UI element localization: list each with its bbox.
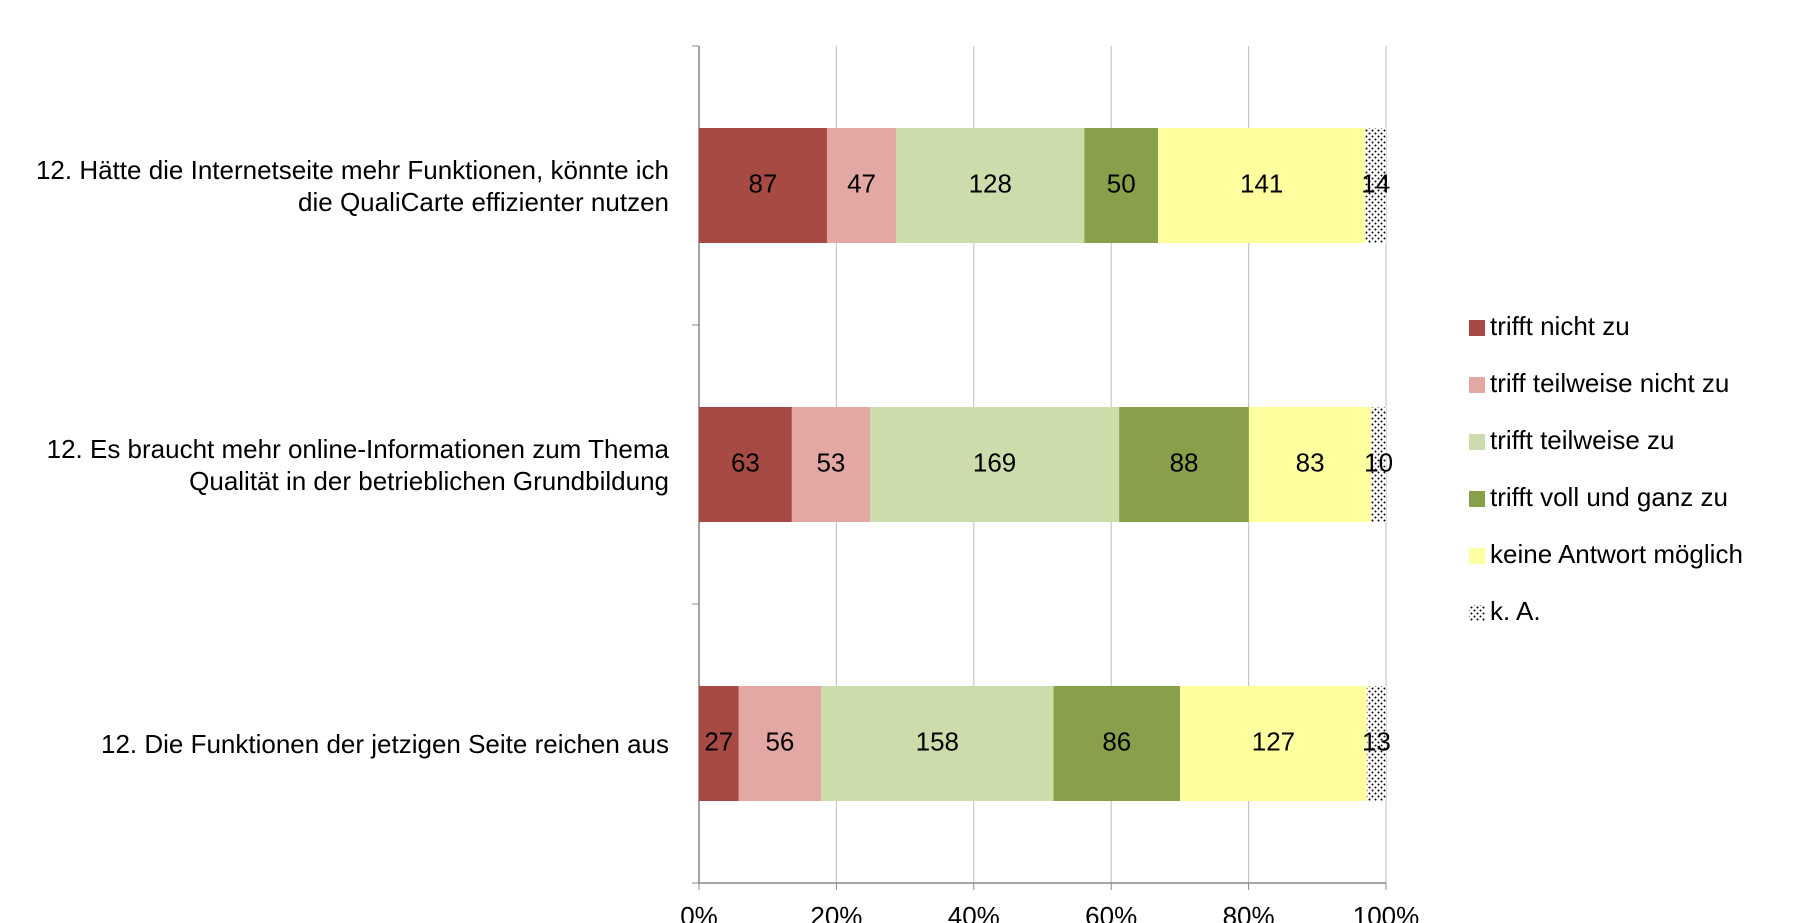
data-label: 169 bbox=[973, 447, 1016, 477]
bar-segment bbox=[699, 686, 739, 801]
data-label: 88 bbox=[1170, 447, 1199, 477]
data-label: 47 bbox=[847, 168, 876, 198]
data-label: 50 bbox=[1107, 168, 1136, 198]
bar-segment bbox=[1084, 128, 1158, 243]
y-tick-label: 12. Die Funktionen der jetzigen Seite re… bbox=[100, 728, 669, 759]
bar-segment bbox=[826, 128, 897, 243]
bar-segment bbox=[870, 407, 1120, 522]
legend-swatch bbox=[1469, 491, 1485, 507]
bar-segment bbox=[699, 128, 827, 243]
x-tick-label: 20% bbox=[810, 901, 862, 923]
data-label: 83 bbox=[1296, 447, 1325, 477]
bar-segment bbox=[1371, 407, 1386, 522]
legend-label: trifft teilweise zu bbox=[1490, 425, 1674, 455]
data-label: 141 bbox=[1240, 168, 1283, 198]
legend-label: keine Antwort möglich bbox=[1490, 539, 1743, 569]
legend-swatch bbox=[1469, 548, 1485, 564]
data-label: 87 bbox=[749, 168, 778, 198]
data-label: 14 bbox=[1361, 168, 1390, 198]
x-tick-label: 40% bbox=[948, 901, 1000, 923]
legend-label: trifft nicht zu bbox=[1490, 311, 1630, 341]
bar-segment bbox=[1157, 128, 1366, 243]
data-label: 56 bbox=[765, 726, 794, 756]
legend-label: trifft voll und ganz zu bbox=[1490, 482, 1728, 512]
legend-label: triff teilweise nicht zu bbox=[1490, 368, 1729, 398]
bar-segment bbox=[791, 407, 871, 522]
legend-swatch bbox=[1469, 320, 1485, 336]
bar-segment bbox=[1366, 686, 1386, 801]
legend-swatch bbox=[1469, 605, 1485, 621]
bar-segment bbox=[821, 686, 1054, 801]
bar-segment bbox=[1365, 128, 1386, 243]
x-tick-label: 80% bbox=[1223, 901, 1275, 923]
bar-segment bbox=[1053, 686, 1181, 801]
bar-segment bbox=[699, 407, 792, 522]
bar-segment bbox=[896, 128, 1085, 243]
data-label: 86 bbox=[1102, 726, 1131, 756]
data-label: 158 bbox=[916, 726, 959, 756]
data-label: 127 bbox=[1252, 726, 1295, 756]
x-tick-label: 60% bbox=[1085, 901, 1137, 923]
data-label: 128 bbox=[969, 168, 1012, 198]
legend-swatch bbox=[1469, 377, 1485, 393]
legend-label: k. A. bbox=[1490, 596, 1541, 626]
bar-segment bbox=[1119, 407, 1249, 522]
x-tick-label: 100% bbox=[1353, 901, 1420, 923]
y-tick-label: 12. Es braucht mehr online-Informationen… bbox=[46, 433, 669, 496]
data-label: 53 bbox=[816, 447, 845, 477]
y-tick-label: 12. Hätte die Internetseite mehr Funktio… bbox=[35, 154, 669, 217]
data-label: 10 bbox=[1364, 447, 1393, 477]
legend-swatch bbox=[1469, 434, 1485, 450]
data-label: 63 bbox=[731, 447, 760, 477]
bar-segment bbox=[1180, 686, 1367, 801]
bar-segment bbox=[738, 686, 822, 801]
x-tick-label: 0% bbox=[680, 901, 718, 923]
data-label: 27 bbox=[704, 726, 733, 756]
data-label: 13 bbox=[1362, 726, 1391, 756]
bar-segment bbox=[1248, 407, 1372, 522]
